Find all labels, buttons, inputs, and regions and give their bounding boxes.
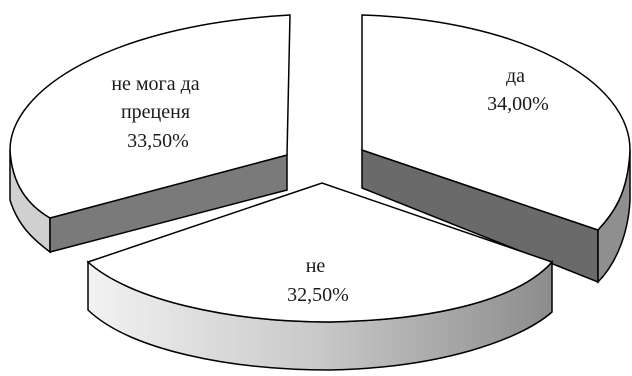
label-ne-moga-da-precenya-line2: преценя	[121, 101, 190, 123]
label-da-value: 34,00%	[487, 93, 549, 115]
slice-da-top	[361, 14, 631, 231]
label-ne-line1: не	[306, 255, 326, 277]
label-ne-moga-da-precenya-value: 33,50%	[127, 130, 189, 152]
label-da: да 34,00%	[487, 65, 549, 115]
label-ne: не 32,50%	[287, 255, 349, 306]
slice-da: да 34,00%	[361, 14, 631, 284]
label-da-line1: да	[506, 65, 525, 87]
slice-ne-top	[86, 182, 554, 323]
slice-ne-moga-da-precenya-top	[9, 14, 291, 219]
label-ne-moga-da-precenya-line1: не мога да	[111, 73, 199, 95]
label-ne-value: 32,50%	[287, 284, 349, 306]
slice-ne-moga-da-precenya: не мога да преценя 33,50%	[9, 14, 291, 254]
label-ne-moga-da-precenya: не мога да преценя 33,50%	[111, 73, 204, 152]
slice-ne: не 32,50%	[86, 182, 554, 371]
